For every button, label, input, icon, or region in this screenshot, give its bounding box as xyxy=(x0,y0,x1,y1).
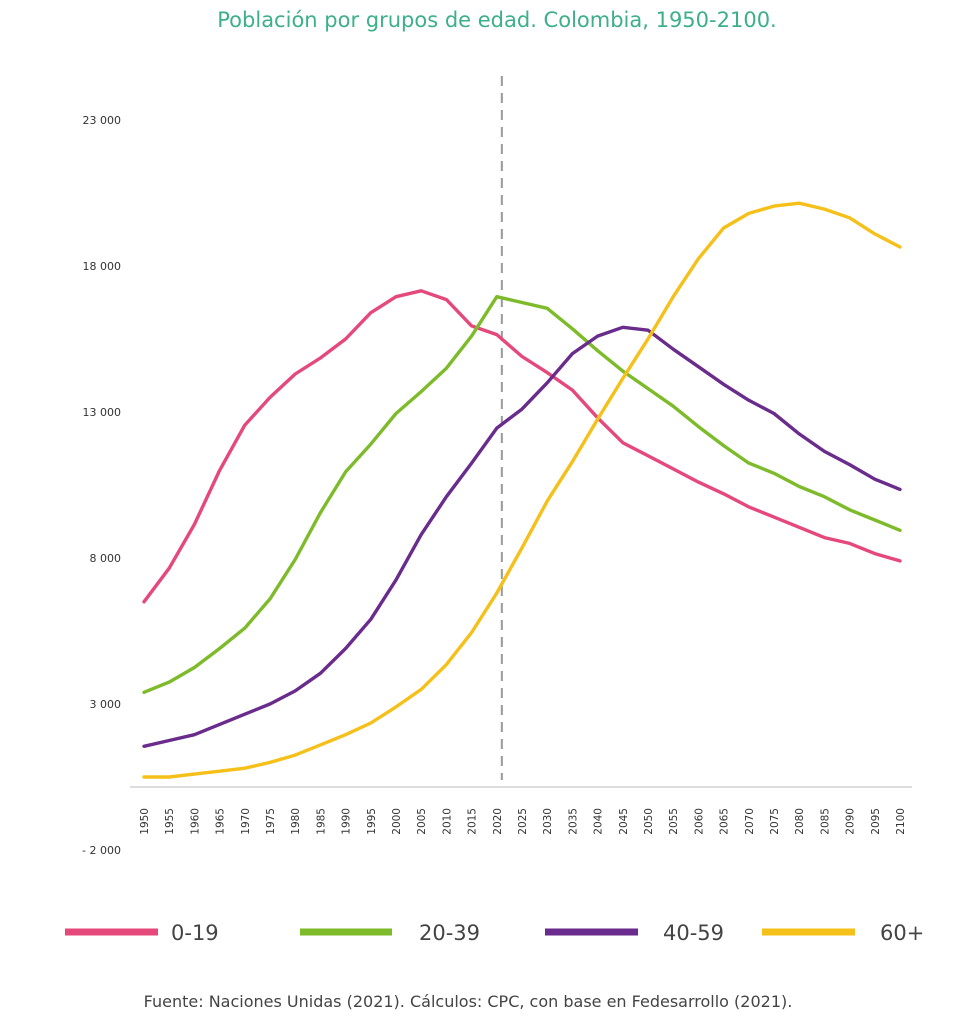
x-tick-label: 2050 xyxy=(643,808,655,835)
legend-label-0-19: 0-19 xyxy=(171,921,219,945)
x-tick-label: 2005 xyxy=(416,808,428,835)
x-tick-label: 1970 xyxy=(240,808,252,835)
legend-label-20-39: 20-39 xyxy=(419,921,480,945)
x-tick-label: 1965 xyxy=(215,808,227,835)
x-tick-label: 2085 xyxy=(819,808,831,835)
y-tick-label: 23 000 xyxy=(83,114,122,127)
x-tick-label: 2045 xyxy=(618,808,630,835)
x-tick-label: 1995 xyxy=(366,808,378,835)
x-tick-label: 2030 xyxy=(542,808,554,835)
legend: 0-19 20-39 40-59 60+ xyxy=(65,921,924,945)
x-tick-label: 2025 xyxy=(517,808,529,835)
x-tick-label: 1950 xyxy=(139,808,151,835)
y-axis-ticks: - 2 000 3 000 8 000 13 000 18 000 23 000 xyxy=(82,114,121,857)
source-note: Fuente: Naciones Unidas (2021). Cálculos… xyxy=(144,992,793,1011)
x-tick-label: 2015 xyxy=(467,808,479,835)
chart-title: Población por grupos de edad. Colombia, … xyxy=(217,8,776,32)
x-tick-label: 1985 xyxy=(315,808,327,835)
legend-label-60+: 60+ xyxy=(880,921,924,945)
x-tick-label: 2075 xyxy=(769,808,781,835)
x-tick-label: 2000 xyxy=(391,808,403,835)
x-tick-label: 2055 xyxy=(668,808,680,835)
x-tick-label: 2080 xyxy=(794,808,806,835)
x-tick-label: 1975 xyxy=(265,808,277,835)
x-axis-ticks: 1950 1955 1960 1965 1970 1975 1980 1985 1990 1995… xyxy=(139,808,907,835)
series-line-60+ xyxy=(142,201,902,779)
series-lines xyxy=(142,201,902,779)
y-tick-label: 3 000 xyxy=(90,698,122,711)
y-tick-label: 18 000 xyxy=(83,260,122,273)
series-line-0-19 xyxy=(142,289,902,604)
y-tick-label: - 2 000 xyxy=(82,844,121,857)
legend-label-40-59: 40-59 xyxy=(663,921,724,945)
x-tick-label: 2010 xyxy=(441,808,453,835)
x-tick-label: 2035 xyxy=(567,808,579,835)
x-tick-label: 1960 xyxy=(189,808,201,835)
x-tick-label: 2020 xyxy=(492,808,504,835)
y-tick-label: 13 000 xyxy=(83,406,122,419)
x-tick-label: 2065 xyxy=(719,808,731,835)
x-tick-label: 1990 xyxy=(341,808,353,835)
x-tick-label: 2100 xyxy=(895,808,907,835)
x-tick-label: 2095 xyxy=(870,808,882,835)
x-tick-label: 2060 xyxy=(693,808,705,835)
x-tick-label: 2090 xyxy=(845,808,857,835)
x-tick-label: 2070 xyxy=(744,808,756,835)
series-line-20-39 xyxy=(142,295,902,694)
x-tick-label: 1980 xyxy=(290,808,302,835)
y-tick-label: 8 000 xyxy=(90,552,122,565)
x-tick-label: 1955 xyxy=(164,808,176,835)
x-tick-label: 2040 xyxy=(593,808,605,835)
series-line-40-59 xyxy=(142,325,902,748)
